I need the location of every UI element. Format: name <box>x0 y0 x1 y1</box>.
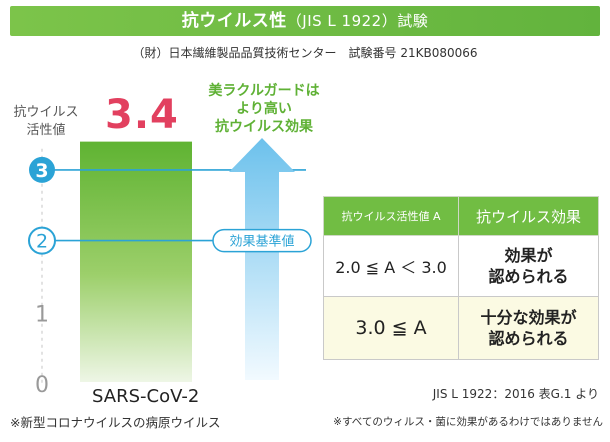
effect-line: 十分な効果が <box>480 308 577 327</box>
bar-value-label: 3.4 <box>105 92 179 138</box>
table-header-activity: 抗ウイルス活性値 A <box>323 196 459 236</box>
chart-title: 抗ウイルス性（JIS L 1922）試験 <box>10 6 600 36</box>
y-axis-label: 抗ウイルス 活性値 <box>10 104 82 140</box>
effect-line: 効果が <box>504 246 553 265</box>
table-cell-effect: 十分な効果が 認められる <box>458 296 599 360</box>
table-cell-condition: 3.0 ≦ A <box>323 296 459 360</box>
reference-label: 効果基準値 <box>229 234 294 250</box>
effect-table: 抗ウイルス活性値 A 抗ウイルス効果 2.0 ≦ A ＜ 3.0 効果が 認めら… <box>323 196 599 360</box>
arrow-caption-line: より高い <box>236 101 292 117</box>
reference-label-pill <box>212 228 312 253</box>
y-tick-label: 2 <box>36 231 48 253</box>
title-bar <box>10 6 600 36</box>
test-organization-line: （財）日本繊維製品品質技術センター 試験番号 21KB080066 <box>132 46 478 60</box>
table-row: 3.0 ≦ A 十分な効果が 認められる <box>323 296 599 360</box>
y-tick-marker <box>28 226 56 255</box>
bar-sars-cov-2 <box>80 141 192 382</box>
effect-line: 認められる <box>488 329 569 348</box>
y-tick-label: 0 <box>35 373 49 398</box>
y-axis-label-line: 抗ウイルス <box>13 105 79 120</box>
y-axis-label-line: 活性値 <box>26 123 66 138</box>
table-row: 2.0 ≦ A ＜ 3.0 効果が 認められる <box>323 235 599 297</box>
arrow-caption: 美ラクルガードは より高い 抗ウイルス効果 <box>184 82 344 136</box>
x-category-label: SARS-CoV-2 <box>92 386 200 407</box>
y-tick-marker <box>29 156 55 183</box>
effect-line: 認められる <box>488 267 569 286</box>
table-source: JIS L 1922：2016 表G.1 より <box>432 387 599 401</box>
arrow-caption-line: 抗ウイルス効果 <box>215 119 313 135</box>
footnote: ※すべてのウィルス・菌に効果があるわけではありません <box>333 416 603 428</box>
y-tick-label: 1 <box>35 302 49 327</box>
title-sub: （JIS L 1922）試験 <box>286 12 429 30</box>
table-header-row: 抗ウイルス活性値 A 抗ウイルス効果 <box>323 196 599 236</box>
y-tick-label: 3 <box>35 160 48 182</box>
title-main: 抗ウイルス性 <box>181 11 287 31</box>
category-note: ※新型コロナウイルスの病原ウイルス <box>10 415 221 430</box>
arrow-caption-line: 美ラクルガードは <box>208 83 320 99</box>
table-header-effect: 抗ウイルス効果 <box>458 196 599 236</box>
table-cell-condition: 2.0 ≦ A ＜ 3.0 <box>323 235 459 297</box>
up-arrow-icon <box>229 138 295 380</box>
table-cell-effect: 効果が 認められる <box>458 235 599 297</box>
